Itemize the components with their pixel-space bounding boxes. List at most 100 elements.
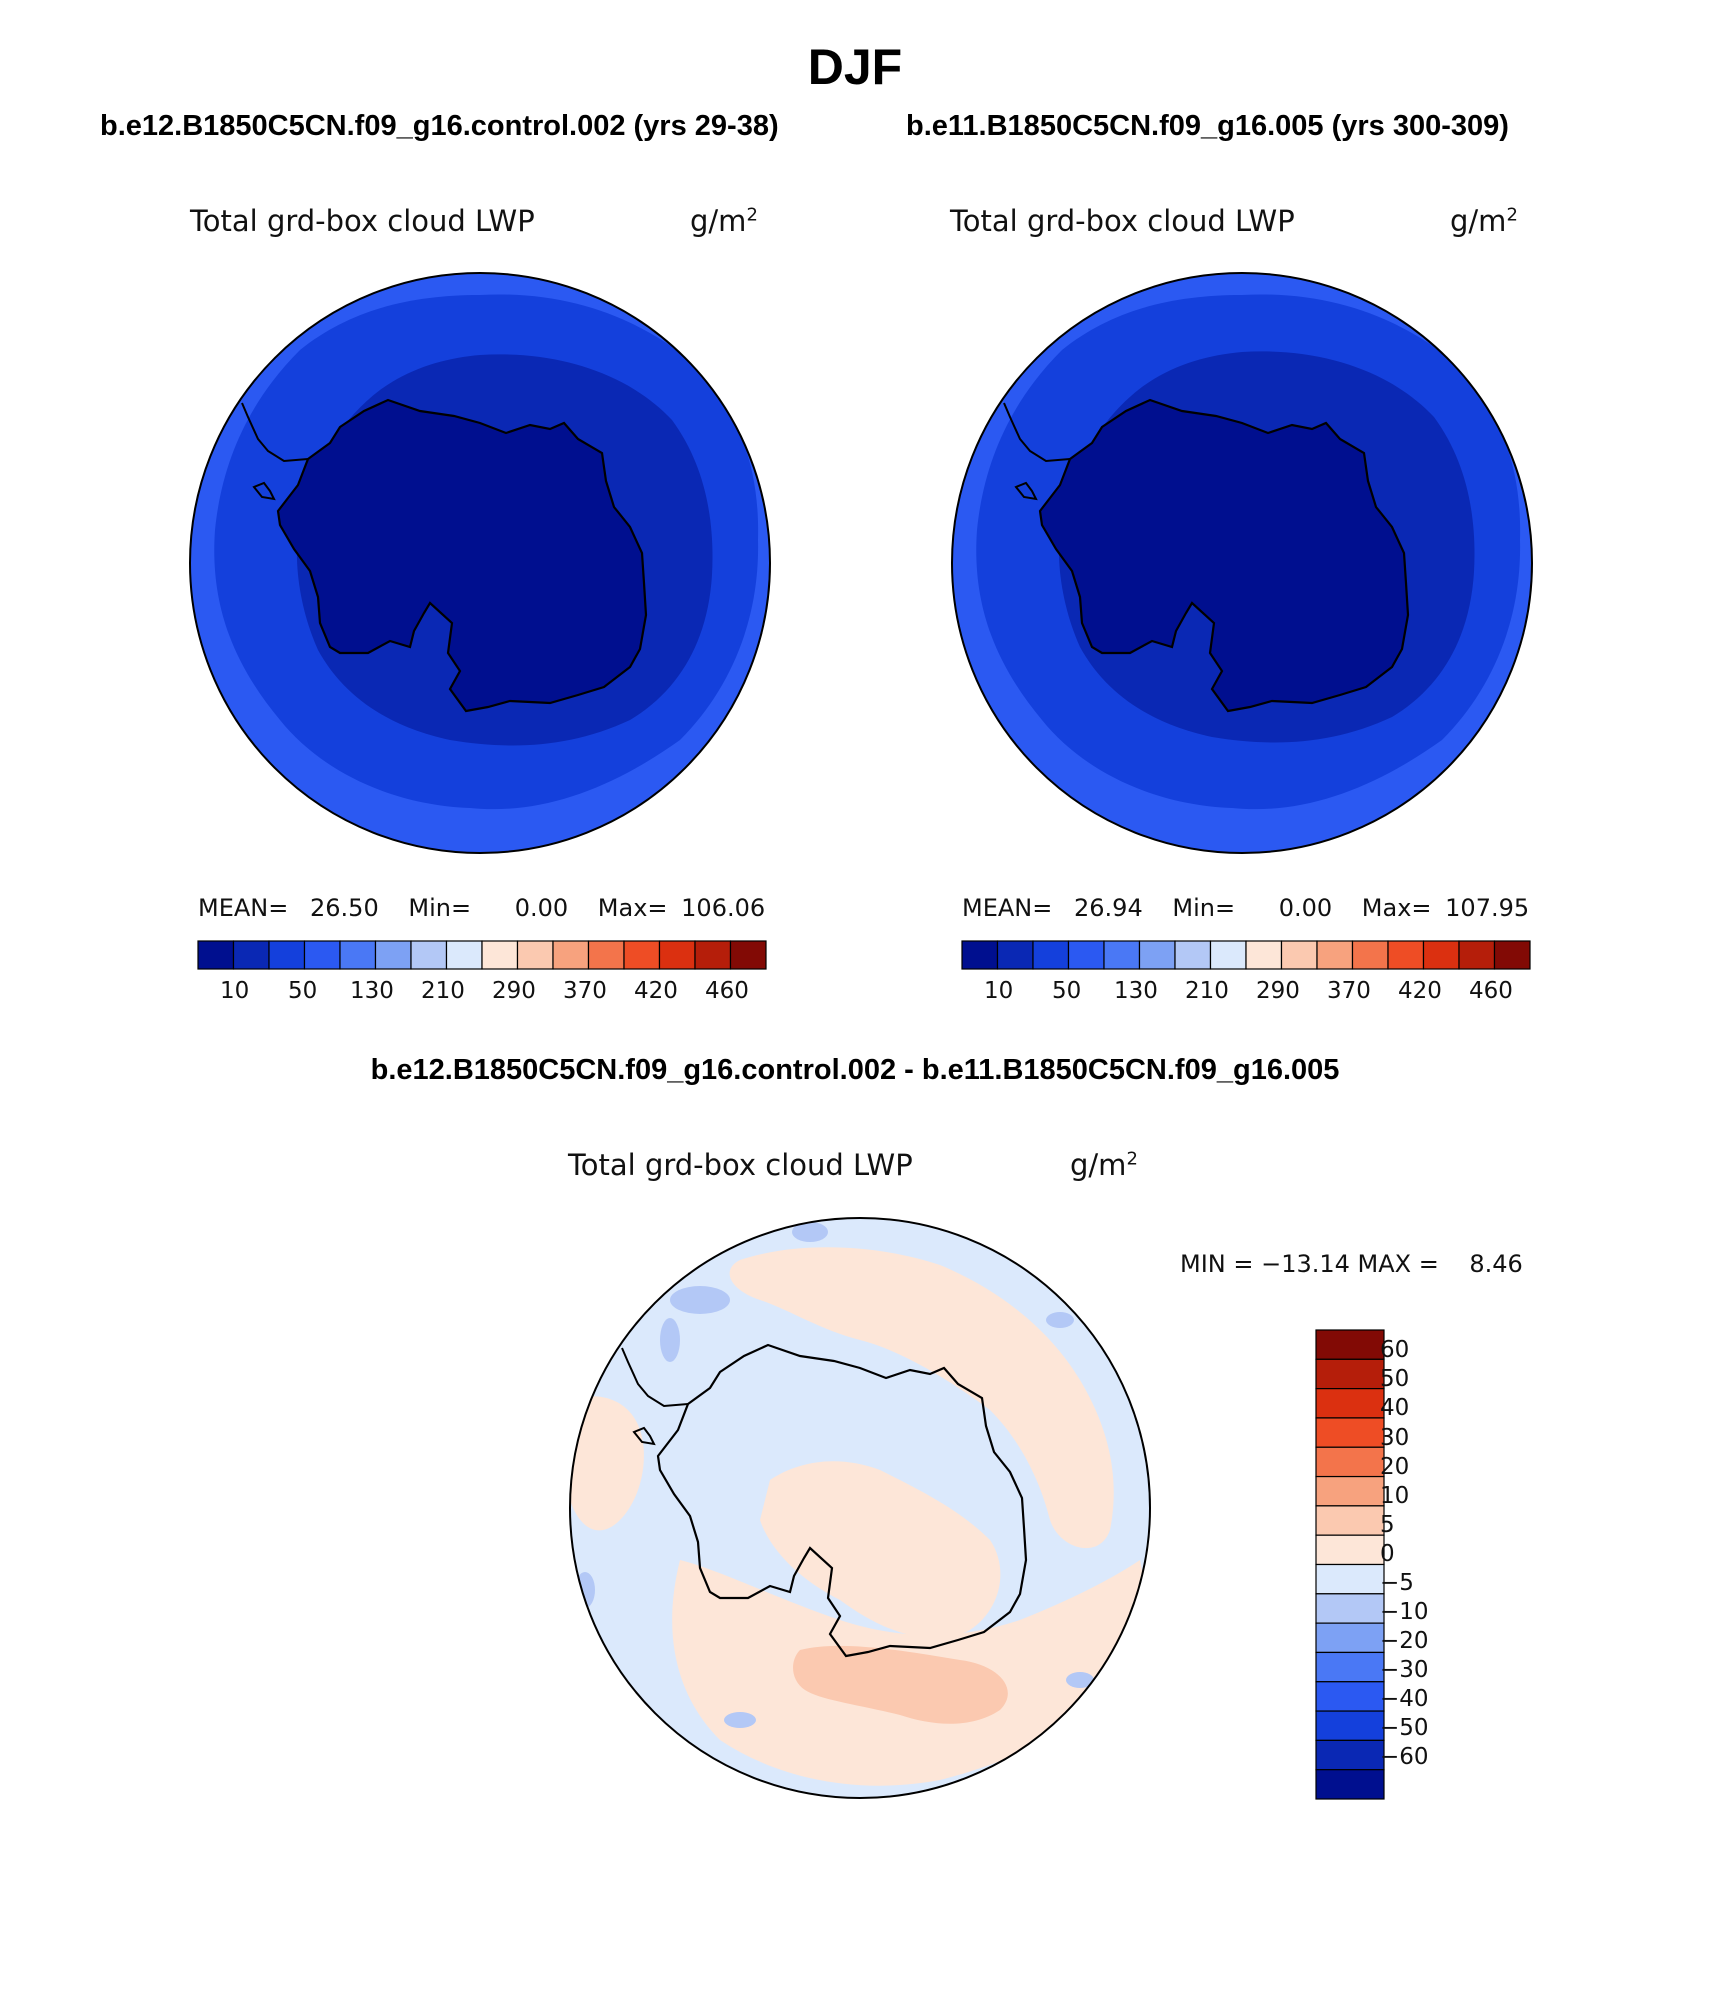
right-min-label: Min= <box>1172 894 1236 922</box>
left-min-value: 0.00 <box>514 894 569 922</box>
colorbar-swatch <box>1315 1475 1385 1507</box>
diff-cb-label: −5 <box>1380 1570 1414 1596</box>
right-units-exp: 2 <box>1506 204 1518 226</box>
colorbar-swatch <box>445 940 483 970</box>
left-variable-label: Total grd-box cloud LWP <box>190 204 535 238</box>
diff-peach-anomaly <box>793 1645 1008 1724</box>
colorbar-swatch <box>516 940 554 970</box>
colorbar-swatch <box>1280 940 1318 970</box>
diff-negative-blob-6 <box>1066 1672 1094 1688</box>
page-title: DJF <box>807 39 903 95</box>
difference-map <box>569 1217 1151 1799</box>
colorbar-swatch <box>1315 1622 1385 1654</box>
colorbar-swatch <box>197 940 235 970</box>
right-stats: MEAN= 26.94 Min= 0.00 Max= 107.95 <box>962 894 1529 922</box>
colorbar-swatch <box>961 940 999 970</box>
left-mean-value: 26.50 <box>310 894 379 922</box>
left-max-value: 106.06 <box>681 894 766 922</box>
diff-cb-label: 50 <box>1380 1366 1410 1392</box>
diff-positive-interior <box>760 1461 1001 1639</box>
diff-cb-label: 60 <box>1380 1337 1410 1363</box>
colorbar-swatch <box>1316 940 1354 970</box>
right-max-label: Max= <box>1361 894 1432 922</box>
colorbar-swatch <box>1315 1681 1385 1712</box>
colorbar-swatch <box>996 940 1034 970</box>
colorbar-swatch <box>481 940 519 970</box>
colorbar-swatch <box>1174 940 1212 970</box>
right-case-title: b.e11.B1850C5CN.f09_g16.005 (yrs 300-309… <box>906 110 1509 142</box>
diff-map-border <box>569 1217 1151 1799</box>
right-max-value: 107.95 <box>1445 894 1530 922</box>
colorbar-swatch <box>1315 1593 1385 1624</box>
diff-cb-label: 0 <box>1380 1541 1395 1567</box>
diff-cb-label: −10 <box>1380 1599 1429 1625</box>
diff-cb-label: 20 <box>1380 1454 1410 1480</box>
left-units-label: g/m2 <box>690 204 758 238</box>
left-units-text: g/m <box>690 204 747 238</box>
left-map <box>189 272 771 854</box>
diff-negative-blob-2 <box>660 1318 680 1362</box>
diff-cb-label: 40 <box>1380 1395 1410 1421</box>
left-min-label: Min= <box>408 894 472 922</box>
colorbar-swatch <box>1315 1534 1385 1566</box>
diff-positive-region-north <box>729 1247 1114 1549</box>
colorbar-swatch <box>410 940 448 970</box>
right-map-border <box>951 272 1533 854</box>
diff-units-text: g/m <box>1070 1148 1127 1182</box>
colorbar-swatch <box>1245 940 1283 970</box>
diff-cb-label: −20 <box>1380 1628 1429 1654</box>
colorbar-swatch <box>1315 1739 1385 1771</box>
left-cb-label: 10 <box>220 978 250 1004</box>
diff-cb-label: 5 <box>1380 1512 1395 1538</box>
colorbar-swatch <box>1315 1563 1385 1595</box>
right-cb-label: 210 <box>1185 978 1229 1004</box>
colorbar-swatch <box>1315 1769 1385 1800</box>
colorbar-swatch <box>303 940 341 970</box>
left-cb-label: 210 <box>421 978 465 1004</box>
diff-negative-blob-7 <box>1046 1312 1074 1328</box>
colorbar-swatch <box>1103 940 1141 970</box>
right-cb-label: 370 <box>1327 978 1371 1004</box>
diff-units-exp: 2 <box>1126 1148 1138 1170</box>
colorbar-swatch <box>1315 1388 1385 1419</box>
right-units-text: g/m <box>1450 204 1507 238</box>
left-cb-label: 370 <box>563 978 607 1004</box>
right-cb-label: 50 <box>1052 978 1082 1004</box>
diff-title: b.e12.B1850C5CN.f09_g16.control.002 - b.… <box>370 1054 1340 1086</box>
left-cb-label: 50 <box>288 978 318 1004</box>
colorbar-swatch <box>339 940 377 970</box>
colorbar-swatch <box>552 940 590 970</box>
diff-cb-label: −30 <box>1380 1657 1429 1683</box>
diff-negative-blob-5 <box>724 1712 756 1728</box>
left-stats: MEAN= 26.50 Min= 0.00 Max= 106.06 <box>198 894 765 922</box>
diff-positive-region-west <box>570 1396 644 1531</box>
colorbar-swatch <box>1315 1329 1385 1360</box>
left-units-exp: 2 <box>746 204 758 226</box>
left-cb-label: 460 <box>705 978 749 1004</box>
right-mean-label: MEAN= <box>962 894 1053 922</box>
right-units-label: g/m2 <box>1450 204 1518 238</box>
left-cb-label: 130 <box>350 978 394 1004</box>
colorbar-swatch <box>729 940 767 970</box>
colorbar-swatch <box>1351 940 1389 970</box>
colorbar-swatch <box>1315 1417 1385 1448</box>
colorbar-swatch <box>1138 940 1176 970</box>
diff-cb-label: 30 <box>1380 1425 1410 1451</box>
colorbar-swatch <box>374 940 412 970</box>
colorbar-swatch <box>1315 1446 1385 1478</box>
diff-cb-label: −40 <box>1380 1686 1429 1712</box>
diff-negative-blob-1 <box>670 1286 730 1314</box>
diff-cb-label: 10 <box>1380 1483 1410 1509</box>
right-cb-label: 290 <box>1256 978 1300 1004</box>
colorbar-swatch <box>1387 940 1425 970</box>
right-colorbar <box>961 940 1531 970</box>
diff-variable-label: Total grd-box cloud LWP <box>568 1148 913 1182</box>
colorbar-swatch <box>1032 940 1070 970</box>
right-mean-value: 26.94 <box>1074 894 1143 922</box>
left-max-label: Max= <box>597 894 668 922</box>
colorbar-swatch <box>1315 1505 1385 1536</box>
diff-units-label: g/m2 <box>1070 1148 1138 1182</box>
colorbar-swatch <box>694 940 732 970</box>
diff-cb-label: −60 <box>1380 1744 1429 1770</box>
